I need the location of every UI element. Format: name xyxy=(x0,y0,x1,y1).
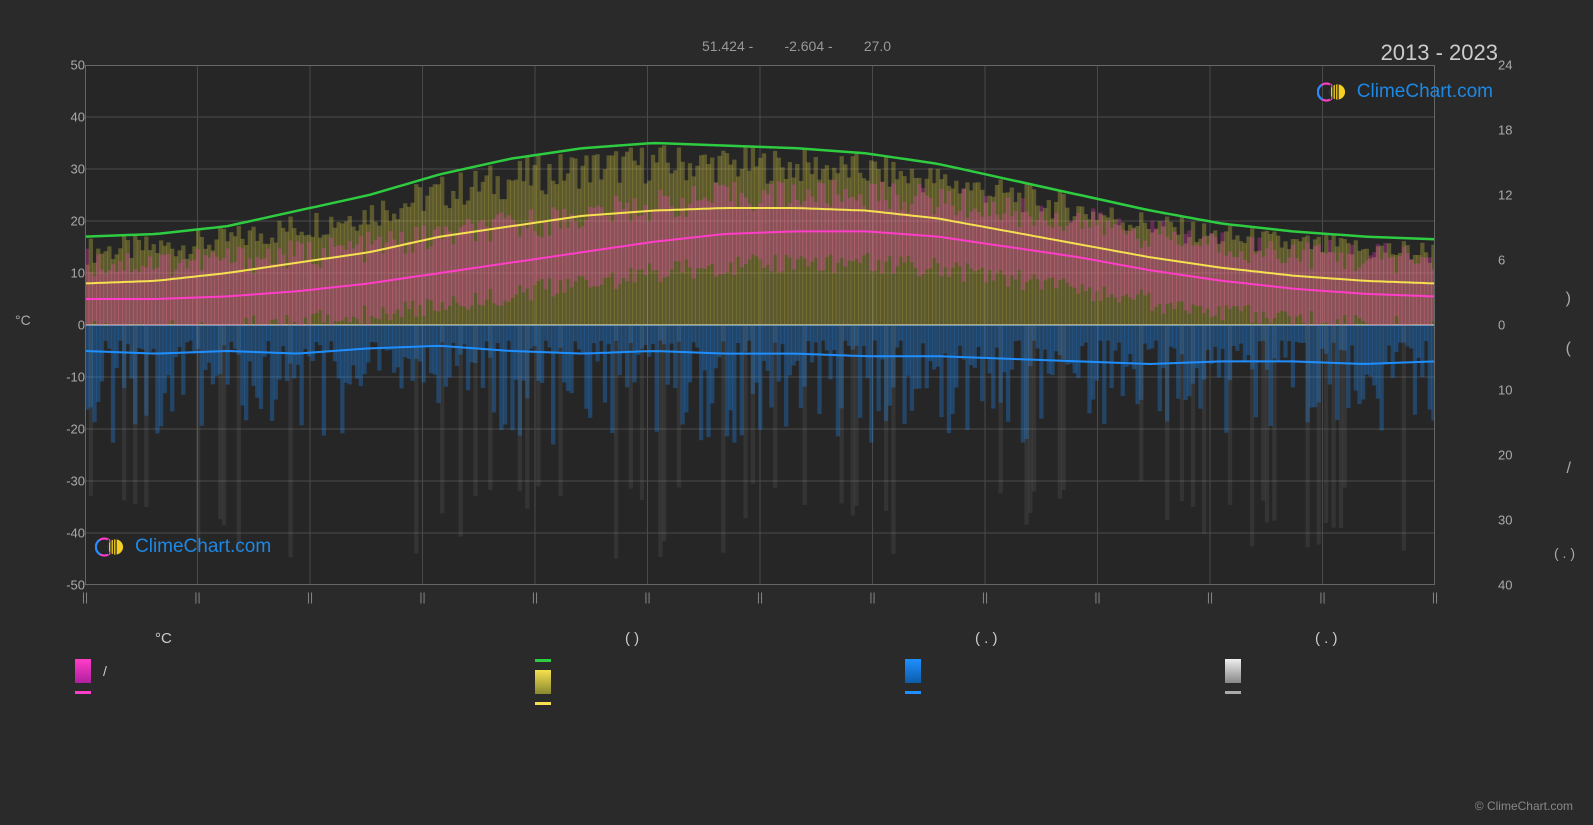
right-axis-dot-paren: ( . ) xyxy=(1554,545,1575,561)
footer-copyright: © ClimeChart.com xyxy=(1475,799,1573,813)
legend-item-blue-line xyxy=(905,691,1225,694)
y-axis-left-label: °C xyxy=(15,312,31,328)
logo-icon xyxy=(1317,80,1351,104)
chart-plot xyxy=(85,65,1435,585)
logo-text: ClimeChart.com xyxy=(1357,81,1493,103)
legend-hdr-1: °C xyxy=(155,630,535,647)
chart-svg xyxy=(85,65,1435,585)
lat-value: 51.424 - xyxy=(702,38,753,54)
legend-hdr-2: ( ) xyxy=(625,630,905,647)
legend-item-grey-line xyxy=(1225,691,1485,694)
legend-item-temp-bar: / xyxy=(75,659,535,683)
x-axis: |||||||||||||||||||||||||| xyxy=(85,590,1435,610)
y-axis-left: 50403020100-10-20-30-40-50 xyxy=(45,65,85,585)
legend-item-yellow-bar xyxy=(535,670,905,694)
legend-item-green-line xyxy=(535,659,905,662)
year-range: 2013 - 2023 xyxy=(1381,40,1498,66)
logo-icon xyxy=(95,535,129,559)
right-axis-paren-bot: ( xyxy=(1566,340,1571,358)
right-axis-slash: / xyxy=(1567,460,1571,478)
elev-value: 27.0 xyxy=(864,38,891,54)
legend-item-temp-line xyxy=(75,691,535,694)
right-axis-paren-top: ) xyxy=(1566,290,1571,308)
legend-hdr-4: ( . ) xyxy=(1315,630,1515,647)
legend: °C ( ) ( . ) ( . ) / xyxy=(75,630,1515,713)
legend-hdr-3: ( . ) xyxy=(975,630,1255,647)
legend-item-blue-bar xyxy=(905,659,1225,683)
y-axis-right: 2418126010203040 xyxy=(1498,65,1538,585)
legend-label: / xyxy=(103,663,107,679)
legend-item-yellow-line xyxy=(535,702,905,705)
header-coords: 51.424 - -2.604 - 27.0 xyxy=(0,38,1593,54)
lon-value: -2.604 - xyxy=(784,38,832,54)
logo-bottom-left: ClimeChart.com xyxy=(95,535,271,559)
logo-text: ClimeChart.com xyxy=(135,536,271,558)
legend-item-grey-bar xyxy=(1225,659,1485,683)
logo-top-right: ClimeChart.com xyxy=(1317,80,1493,104)
